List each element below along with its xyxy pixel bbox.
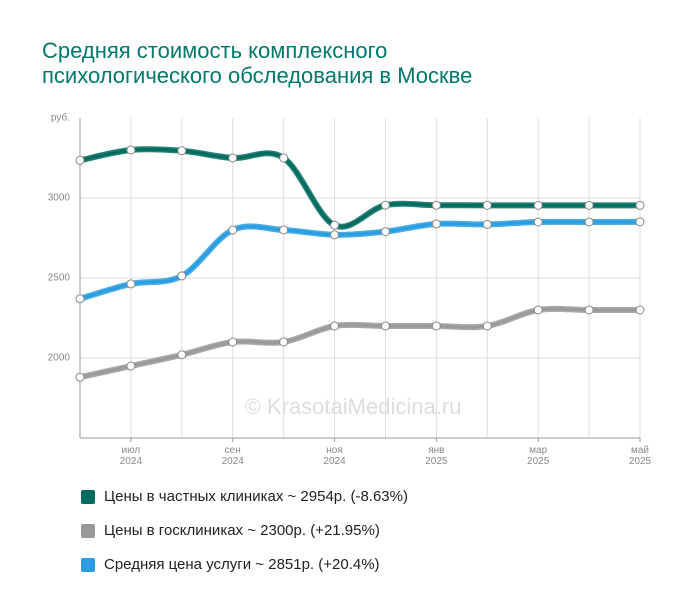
series-line-outline: [79, 305, 640, 381]
data-point: [635, 217, 645, 227]
data-point: [177, 146, 187, 156]
x-tick-label: сен 2024: [222, 445, 245, 467]
legend-swatch: [81, 558, 95, 572]
series-line: [79, 220, 641, 301]
data-point: [482, 200, 492, 210]
series-line: [79, 147, 640, 229]
series-line-outline: [79, 146, 640, 230]
data-point: [635, 305, 645, 315]
legend-label: Средняя цена услуги ~ 2851р. (+20.4%): [104, 556, 380, 573]
y-tick-label: 2500: [48, 273, 71, 284]
data-point: [330, 220, 340, 230]
y-tick-label: 3000: [48, 193, 71, 204]
data-point: [431, 219, 441, 229]
y-tick-label: руб.: [51, 112, 70, 124]
data-point: [330, 230, 340, 240]
data-point: [380, 227, 390, 237]
data-point: [431, 200, 441, 210]
data-point: [380, 321, 390, 331]
chart-title: Средняя стоимость комплексного: [42, 38, 387, 63]
data-point: [75, 294, 85, 304]
data-point: [533, 305, 543, 315]
data-point: [126, 361, 136, 371]
data-point: [635, 200, 645, 210]
data-point: [482, 321, 492, 331]
series-line: [79, 307, 640, 379]
data-point: [584, 217, 594, 227]
data-point: [482, 219, 492, 229]
data-point: [75, 372, 85, 382]
x-tick-label: янв 2025: [425, 445, 448, 467]
legend-swatch: [81, 524, 95, 538]
data-point: [584, 200, 594, 210]
legend-label: Цены в госклиниках ~ 2300р. (+21.95%): [104, 522, 380, 539]
x-tick-label: июл 2024: [120, 445, 143, 467]
data-point: [533, 200, 543, 210]
data-point: [126, 145, 136, 155]
legend-swatch: [81, 490, 95, 504]
y-tick-label: 2000: [48, 353, 71, 364]
x-tick-label: мар 2025: [527, 445, 550, 467]
data-point: [177, 350, 187, 360]
x-tick-label: май 2025: [629, 445, 652, 467]
data-point: [279, 153, 289, 163]
data-point: [279, 225, 289, 235]
data-point: [228, 225, 238, 235]
data-point: [330, 321, 340, 331]
data-point: [584, 305, 594, 315]
watermark: © KrasotaiMedicina.ru: [245, 394, 462, 419]
data-point: [380, 200, 390, 210]
x-tick-label: ноя 2024: [323, 445, 346, 467]
data-point: [431, 321, 441, 331]
data-point: [126, 279, 136, 289]
data-point: [228, 337, 238, 347]
data-point: [228, 153, 238, 163]
data-point: [279, 337, 289, 347]
data-point: [177, 271, 187, 281]
legend-label: Цены в частных клиниках ~ 2954р. (-8.63%…: [104, 488, 408, 505]
chart-title: психологического обследования в Москве: [42, 63, 472, 88]
data-point: [533, 217, 543, 227]
data-point: [75, 155, 85, 165]
